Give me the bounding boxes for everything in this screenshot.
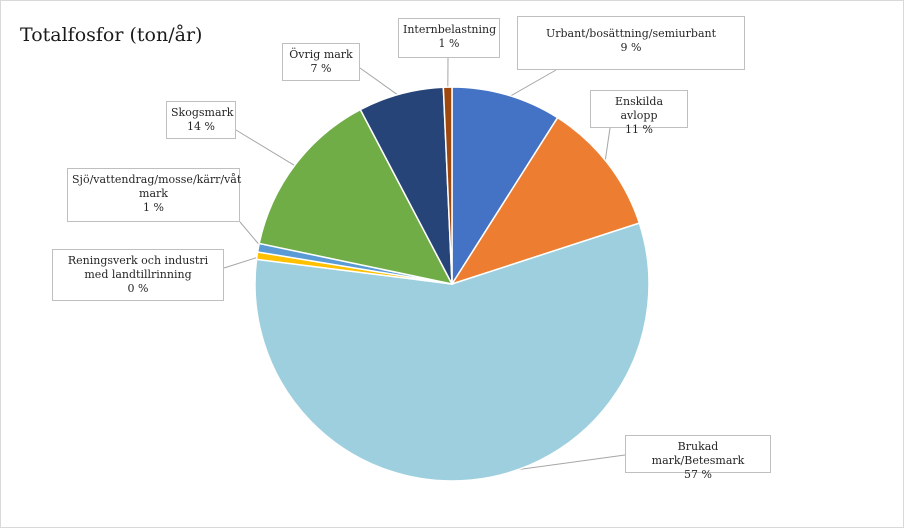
leader-line-reningsverk bbox=[223, 255, 262, 269]
data-label-enskilda-avlopp: Enskilda avlopp 11 % bbox=[590, 90, 688, 136]
leader-line-urbant bbox=[505, 69, 557, 100]
data-label-internbelastning: Internbelastning 1 % bbox=[398, 18, 500, 58]
leader-line-ovrig-mark bbox=[359, 67, 402, 99]
data-label-name: Brukad mark/Betesmark bbox=[651, 440, 745, 467]
chart-title: Totalfosfor (ton/år) bbox=[20, 24, 203, 46]
pie-slice-urbant bbox=[451, 86, 559, 287]
data-label-name: Enskilda avlopp bbox=[614, 95, 664, 122]
data-label-percent: 11 % bbox=[625, 123, 653, 136]
pie-slice-skogsmark bbox=[258, 108, 454, 286]
pie-slices bbox=[254, 86, 650, 482]
data-label-name: Skogsmark bbox=[171, 106, 234, 119]
data-label-percent: 0 % bbox=[127, 282, 149, 295]
data-label-percent: 1 % bbox=[438, 37, 460, 50]
data-label-name: Övrig mark bbox=[289, 48, 353, 61]
data-label-percent: 7 % bbox=[310, 62, 332, 75]
data-label-name: Sjö/vattendrag/mosse/kärr/våt mark bbox=[72, 173, 242, 200]
data-label-percent: 57 % bbox=[684, 468, 712, 481]
pie-slice-enskilda-avlopp bbox=[450, 116, 641, 286]
data-label-percent: 1 % bbox=[143, 201, 164, 214]
pie-slice-brukad-mark bbox=[254, 222, 650, 482]
data-label-name: Urbant/bosättning/semiurbant bbox=[545, 27, 717, 40]
data-label-name: Reningsverk och industri med landtillrin… bbox=[67, 254, 209, 281]
data-label-skogsmark: Skogsmark 14 % bbox=[166, 101, 236, 139]
leader-line-skogsmark bbox=[235, 129, 299, 169]
data-label-percent: 14 % bbox=[187, 120, 215, 133]
data-label-percent: 9 % bbox=[620, 41, 642, 54]
data-label-urbant: Urbant/bosättning/semiurbant 9 % bbox=[517, 16, 745, 70]
data-label-brukad-mark: Brukad mark/Betesmark 57 % bbox=[625, 435, 771, 481]
data-label-reningsverk: Reningsverk och industri med landtillrin… bbox=[52, 249, 224, 301]
pie-slice-internbelastning bbox=[442, 86, 453, 285]
data-label-sjo-vattendrag: Sjö/vattendrag/mosse/kärr/våt mark 1 % bbox=[67, 168, 242, 222]
data-label-name: Internbelastning bbox=[403, 23, 497, 36]
data-label-ovrig-mark: Övrig mark 7 % bbox=[282, 43, 360, 81]
